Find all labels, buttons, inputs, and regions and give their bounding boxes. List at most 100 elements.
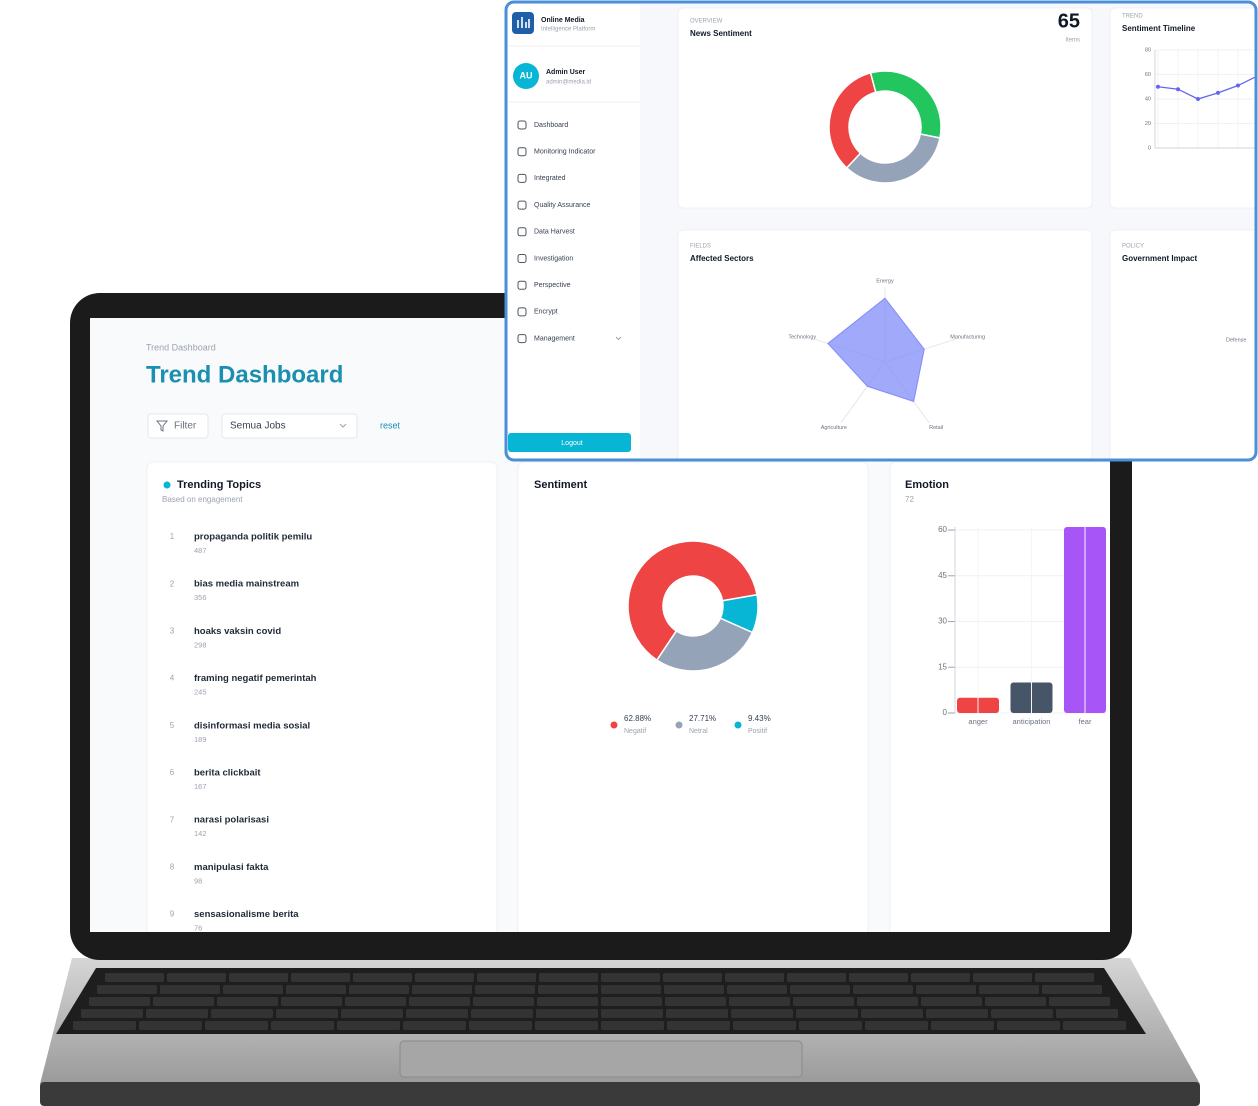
topic-rank: 4 xyxy=(170,674,175,683)
nav-icon xyxy=(517,120,527,130)
popup-border xyxy=(504,0,1258,462)
key xyxy=(857,997,918,1006)
total-count: 65 xyxy=(1058,10,1080,32)
nav-item[interactable]: Encrypt xyxy=(534,309,558,316)
card-eyebrow: TREND xyxy=(1122,14,1143,20)
topic-name[interactable]: manipulasi fakta xyxy=(194,862,269,873)
key xyxy=(337,1021,400,1030)
card-title: News Sentiment xyxy=(690,29,752,38)
topic-rank: 1 xyxy=(170,532,175,541)
key xyxy=(799,1021,862,1030)
key xyxy=(985,997,1046,1006)
key xyxy=(790,985,850,994)
nav-item[interactable]: Investigation xyxy=(534,255,573,262)
card xyxy=(517,461,869,932)
keys xyxy=(73,973,1126,1030)
radar-label: Defense xyxy=(1226,337,1247,343)
avatar xyxy=(513,63,539,89)
nav-item[interactable]: Perspective xyxy=(534,282,571,289)
donut-slice xyxy=(719,593,759,634)
card xyxy=(146,461,498,932)
y-tick-label: 60 xyxy=(1145,72,1151,78)
topic-rank: 9 xyxy=(170,910,175,919)
topic-rank: 7 xyxy=(170,815,175,824)
topic-name[interactable]: berita clickbait xyxy=(194,768,261,779)
key xyxy=(403,1021,466,1030)
key xyxy=(733,1021,796,1030)
nav-item[interactable]: Quality Assurance xyxy=(534,202,591,209)
point xyxy=(1176,87,1180,92)
key xyxy=(217,997,278,1006)
radar-label: Manufacturing xyxy=(950,334,985,340)
topic-count: 189 xyxy=(194,735,207,744)
nav-item[interactable]: Dashboard xyxy=(534,122,568,129)
nav-icon xyxy=(517,147,527,157)
key xyxy=(97,985,157,994)
nav-icon xyxy=(517,280,527,290)
brand-sub: Intelligence Platform xyxy=(541,27,595,33)
card-subtitle: 72 xyxy=(905,495,914,504)
reset-link[interactable]: reset xyxy=(380,420,401,430)
key xyxy=(787,973,846,982)
key xyxy=(89,997,150,1006)
y-tick-label: 0 xyxy=(1148,145,1151,151)
y-tick-label: 15 xyxy=(938,662,947,671)
key xyxy=(415,973,474,982)
legend-label: Negatif xyxy=(624,728,646,735)
filter-button[interactable] xyxy=(147,413,209,439)
topic-name[interactable]: propaganda politik pemilu xyxy=(194,532,312,543)
nav-item[interactable]: Integrated xyxy=(534,175,566,182)
topic-name[interactable]: framing negatif pemerintah xyxy=(194,673,317,684)
key xyxy=(73,1021,136,1030)
key xyxy=(911,973,970,982)
y-tick-label: 60 xyxy=(938,525,947,534)
page-title: Trend Dashboard xyxy=(146,361,343,388)
topic-count: 76 xyxy=(194,924,202,933)
key xyxy=(926,1009,988,1018)
x-tick-label: fear xyxy=(1079,717,1092,726)
key xyxy=(796,1009,858,1018)
topic-count: 487 xyxy=(194,546,207,555)
logout-button[interactable] xyxy=(508,433,631,452)
key xyxy=(725,973,784,982)
y-tick-label: 45 xyxy=(938,571,947,580)
nav-icon xyxy=(517,307,527,317)
key xyxy=(916,985,976,994)
nav-icon xyxy=(517,334,527,344)
key xyxy=(601,1009,663,1018)
topic-name[interactable]: hoaks vaksin covid xyxy=(194,626,281,637)
legend-dot xyxy=(610,721,618,729)
key xyxy=(160,985,220,994)
topic-name[interactable]: bias media mainstream xyxy=(194,579,299,590)
topic-name[interactable]: sensasionalisme berita xyxy=(194,909,299,920)
filter-label: Filter xyxy=(174,421,197,432)
key xyxy=(853,985,913,994)
key xyxy=(849,973,908,982)
topic-name[interactable]: disinformasi media sosial xyxy=(194,720,310,731)
nav-item[interactable]: Data Harvest xyxy=(534,229,575,236)
key xyxy=(921,997,982,1006)
key xyxy=(353,973,412,982)
line xyxy=(1157,75,1256,100)
key xyxy=(979,985,1039,994)
key xyxy=(205,1021,268,1030)
popup-content: Online Media Intelligence Platform AU Admin… xyxy=(508,7,1256,460)
touchpad xyxy=(399,1040,803,1078)
key xyxy=(727,985,787,994)
nav-item[interactable]: Monitoring Indicator xyxy=(534,149,596,156)
job-select[interactable] xyxy=(221,413,358,439)
key xyxy=(1042,985,1102,994)
total-label: Items xyxy=(1065,38,1080,44)
topic-name[interactable]: narasi polarisasi xyxy=(194,815,269,826)
nav-item[interactable]: Management xyxy=(534,335,575,342)
card-title: Emotion xyxy=(905,479,949,491)
radar-label: Energy xyxy=(876,278,894,284)
logout-label[interactable]: Logout xyxy=(561,440,582,447)
key xyxy=(729,997,790,1006)
card xyxy=(889,461,1110,932)
user-name: Admin User xyxy=(546,69,586,76)
key xyxy=(167,973,226,982)
key xyxy=(601,1021,664,1030)
radar-label: Technology xyxy=(788,334,816,340)
